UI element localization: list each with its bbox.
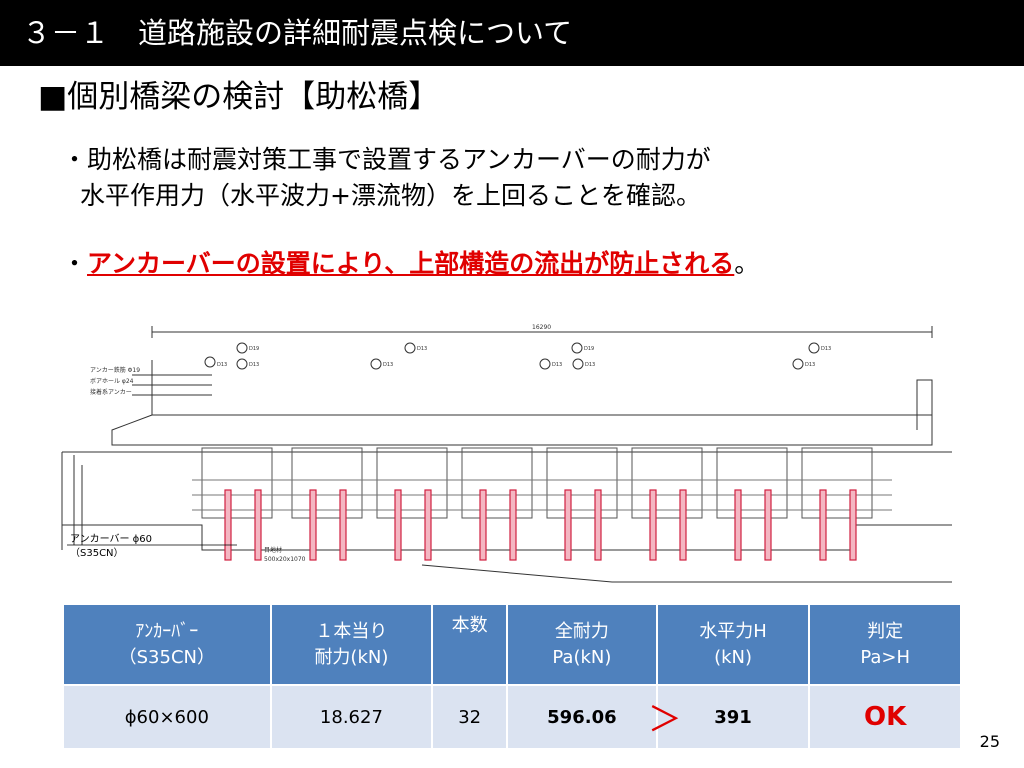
anchor-bars — [224, 489, 857, 561]
cell-spec: ϕ60×600 — [62, 684, 272, 750]
bullet-2-prefix: ・ — [62, 249, 88, 278]
header-verdict: 判定 Pa>H — [808, 603, 962, 686]
bullet-2: ・アンカーバーの設置により、上部構造の流出が防止される。 — [62, 244, 759, 284]
rebar-label: D13 — [821, 346, 831, 352]
legend-2: ボアホール φ24 — [90, 377, 134, 385]
anchor-capacity-table: ｱﾝｶｰﾊﾞｰ （S35CN） １本当り 耐力(kN) 本数 全耐力 Pa(kN) 水… — [62, 603, 962, 750]
table-row: ϕ60×600 18.627 32 596.06 ＞ 391 OK — [62, 684, 962, 750]
legend-1: アンカー鉄筋 Φ19 — [90, 366, 140, 374]
rebar-label: D13 — [417, 346, 427, 352]
rebar-label: D13 — [217, 362, 227, 368]
verdict-ok: OK — [864, 702, 907, 732]
bullet-2-suffix: 。 — [734, 249, 760, 278]
greater-than-sign: ＞ — [647, 700, 682, 740]
section-heading: ■個別橋梁の検討【助松橋】 — [38, 79, 440, 115]
legend-3: 接着系アンカー — [90, 388, 132, 396]
bullet-2-emphasis: アンカーバーの設置により、上部構造の流出が防止される — [87, 249, 735, 278]
header-count: 本数 — [431, 603, 509, 686]
rebar-label: D13 — [805, 362, 815, 368]
bullet-1: ・助松橋は耐震対策工事で設置するアンカーバーの耐力が 水平作用力（水平波力+漂流… — [62, 142, 711, 214]
bullet-1-line-2: 水平作用力（水平波力+漂流物）を上回ることを確認。 — [80, 181, 701, 210]
anchor-bar-material-label: （S35CN） — [70, 547, 124, 559]
header-unit-strength: １本当り 耐力(kN) — [269, 603, 434, 686]
slide-title: ３－１ 道路施設の詳細耐震点検について — [22, 16, 573, 50]
girder-frames — [201, 447, 873, 519]
bullet-1-line-1: ・助松橋は耐震対策工事で設置するアンカーバーの耐力が — [62, 145, 711, 174]
pad-label: 500x20x1070 — [264, 556, 306, 563]
cell-verdict: OK — [808, 684, 962, 750]
rebar-label: D13 — [585, 362, 595, 368]
rebar-label: D13 — [383, 362, 393, 368]
header-anchor-bar: ｱﾝｶｰﾊﾞｰ （S35CN） — [62, 603, 272, 686]
header-total-strength: 全耐力 Pa(kN) — [506, 603, 658, 686]
total-length-label: 16290 — [532, 324, 551, 331]
cell-total: 596.06 ＞ — [506, 684, 682, 750]
bridge-section-drawing: 16290 アンカー鉄筋 Φ19 ボアホール φ24 接着系アンカー D19 D… — [61, 324, 952, 583]
cell-unit-strength: 18.627 — [269, 684, 434, 750]
page-number: 25 — [979, 732, 1000, 751]
cell-count: 32 — [431, 684, 509, 750]
pad-label: 目地材 — [264, 546, 282, 554]
rebar-label: D13 — [552, 362, 562, 368]
rebar-label: D13 — [249, 362, 259, 368]
title-bar: ３－１ 道路施設の詳細耐震点検について — [0, 0, 1024, 66]
rebar-label: D19 — [584, 346, 594, 352]
header-horizontal-force: 水平力H (kN) — [655, 603, 811, 686]
total-value: 596.06 — [547, 706, 617, 728]
anchor-bar-label: アンカーバー ϕ60 — [70, 533, 152, 545]
cell-horizontal: 391 — [655, 684, 811, 750]
table-header-row: ｱﾝｶｰﾊﾞｰ （S35CN） １本当り 耐力(kN) 本数 全耐力 Pa(kN) 水… — [62, 603, 962, 686]
rebar-label: D19 — [249, 346, 259, 352]
